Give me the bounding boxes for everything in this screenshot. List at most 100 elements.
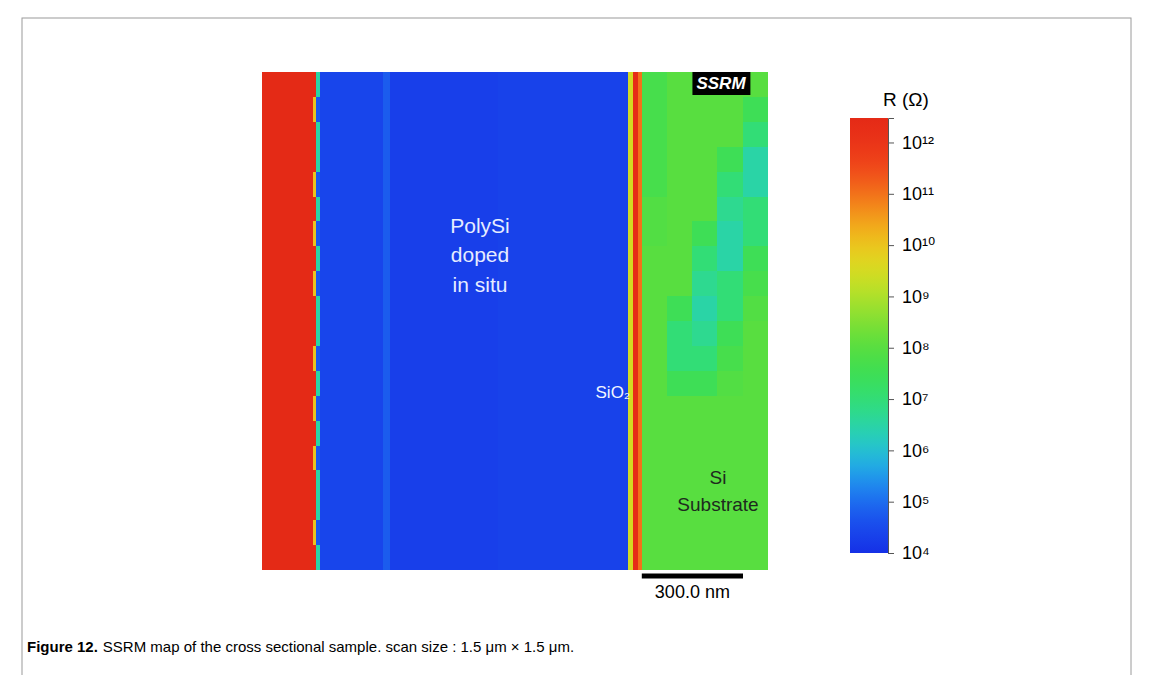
map-cell [667,72,693,98]
map-cell [642,97,668,123]
map-cell [667,147,693,173]
colorbar-tick: 10⁶ [888,441,929,461]
map-cell [316,545,321,570]
map-cell [320,72,384,98]
map-cell [633,271,639,297]
colorbar-tick: 10⁵ [888,492,929,512]
map-cell [628,446,634,472]
map-cell [667,172,693,198]
caption-label: Figure 12. [27,638,98,655]
map-cell [316,296,321,322]
map-cell [628,72,634,98]
map-cell [717,147,743,173]
map-cell [642,545,668,570]
caption-text: SSRM map of the cross sectional sample. … [103,638,574,655]
map-cell [320,296,384,322]
colorbar-tick: 10⁹ [888,287,930,307]
map-cell [628,271,634,297]
map-cell [642,147,668,173]
map-cell [743,172,768,198]
scale-bar-label: 300.0 nm [655,582,730,602]
map-cell [743,545,768,570]
map-cell [498,172,628,198]
map-cell [692,321,718,347]
map-cell [320,446,384,472]
map-cell [717,172,743,198]
map-cell [390,97,499,123]
map-cell [628,470,634,496]
map-cell [667,396,693,422]
map-cell [667,296,693,322]
map-cell [498,122,628,148]
map-cell [692,520,718,546]
substrate-label: SiSubstrate [677,467,758,515]
map-cell [717,396,743,422]
map-cell [642,72,668,98]
map-cell [633,221,639,247]
map-cell [498,321,628,347]
colorbar-tick-label: 10⁴ [902,543,930,563]
map-cell [717,221,743,247]
map-cell [390,346,499,372]
map-cell [633,72,639,98]
map-cell [628,221,634,247]
map-cell [316,172,321,198]
map-cell [390,72,499,98]
map-cell [383,172,390,198]
badge-box [692,72,750,95]
map-cell [633,197,639,223]
map-cell [633,172,639,198]
map-cell [316,495,321,521]
map-cell [390,296,499,322]
colorbar-tick: 10¹¹ [888,184,934,204]
map-cell [498,246,628,271]
map-cell [743,520,768,546]
map-cell [390,321,499,347]
map-cell [743,122,768,148]
map-cell [320,321,384,347]
map-cell [633,147,639,173]
colorbar-tick-label: 10⁶ [902,441,929,461]
map-cell [316,421,321,447]
map-cell [717,371,743,397]
colorbar-tick-mark [888,245,894,246]
map-cell [383,97,390,123]
map-cell [692,97,718,123]
map-cell [498,495,628,521]
map-cell [743,296,768,322]
map-cell [743,147,768,173]
map-cell [667,271,693,297]
map-cell [262,470,313,496]
map-cell [743,246,768,271]
map-cell [633,321,639,347]
map-cell [390,371,499,397]
map-cell [667,545,693,570]
oxide-label-line: SiO₂ [596,383,631,402]
map-cell [383,296,390,322]
polysi-label-line: in situ [453,273,508,296]
colorbar-tick: 10⁴ [888,543,930,563]
map-cell [262,221,313,247]
map-cell [667,346,693,372]
map-cell [262,520,313,546]
map-cell [262,396,313,422]
map-cell [743,446,768,472]
map-cell [390,495,499,521]
map-cell [628,197,634,223]
map-cell [316,520,321,546]
map-cell [316,197,321,223]
map-cell [642,421,668,447]
map-cell [316,470,321,496]
map-cell [316,221,321,247]
map-cell [667,446,693,472]
map-cell [316,147,321,173]
map-cell [383,72,390,98]
map-cell [320,122,384,148]
map-cell [642,296,668,322]
map-cell [692,296,718,322]
map-cell [262,346,313,372]
map-cell [628,421,634,447]
colorbar-tick-label: 10⁸ [902,338,930,358]
map-cell [316,396,321,422]
map-cell [316,72,321,98]
